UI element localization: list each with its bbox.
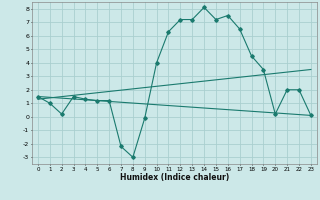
X-axis label: Humidex (Indice chaleur): Humidex (Indice chaleur) bbox=[120, 173, 229, 182]
